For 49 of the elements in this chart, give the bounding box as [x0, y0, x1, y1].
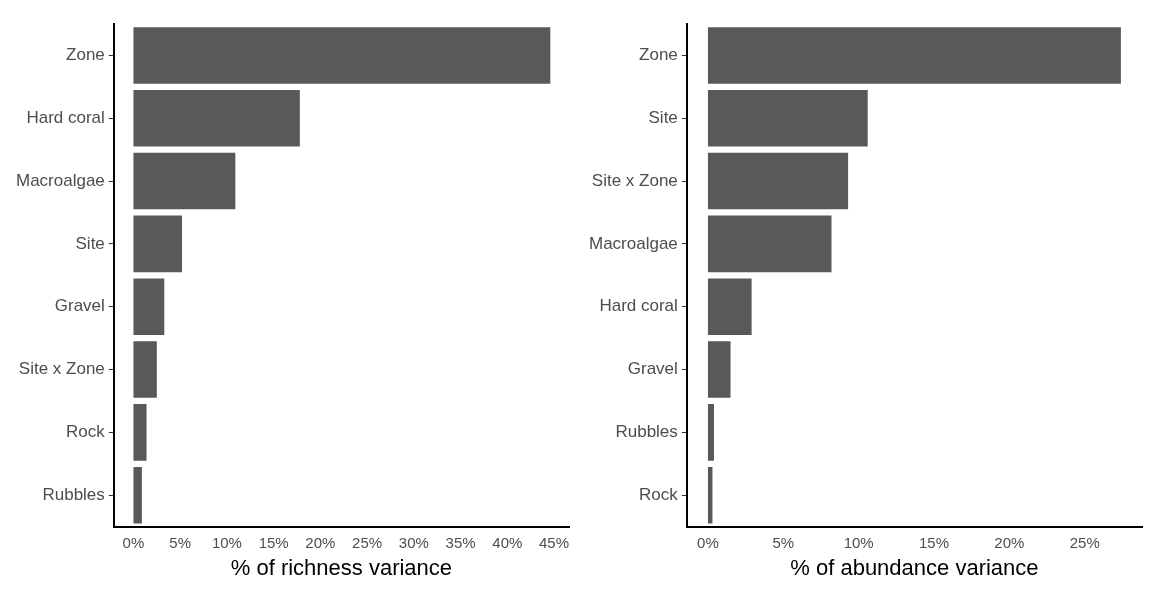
- bar: [707, 27, 1121, 84]
- y-tick-label: Hard coral: [599, 296, 678, 316]
- bar: [707, 278, 752, 335]
- bar: [707, 152, 849, 210]
- bar: [133, 466, 142, 524]
- x-tick-label: 20%: [305, 533, 336, 551]
- bar: [133, 89, 300, 147]
- bar: [133, 215, 183, 273]
- x-axis-title: % of abundance variance: [790, 554, 1039, 580]
- x-tick-label: 0%: [122, 533, 145, 551]
- x-axis-title: % of richness variance: [230, 554, 453, 580]
- x-tick-label: 10%: [843, 533, 874, 551]
- y-tick-label: Zone: [66, 45, 105, 65]
- x-tick-label: 5%: [169, 533, 192, 551]
- x-tick-label: 25%: [352, 533, 383, 551]
- y-tick-label: Hard coral: [26, 107, 105, 127]
- y-tick-label: Gravel: [54, 296, 105, 316]
- bar: [707, 404, 714, 461]
- x-tick-label: 15%: [918, 533, 950, 551]
- bar: [707, 215, 832, 273]
- y-tick-label: Site: [75, 233, 105, 253]
- bar: [707, 341, 731, 398]
- x-tick-label: 15%: [258, 533, 289, 551]
- y-tick-label: Rubbles: [42, 484, 105, 504]
- bar: [133, 27, 551, 84]
- y-tick-label: Gravel: [627, 359, 678, 379]
- bar: [707, 89, 868, 147]
- x-tick-label: 0%: [697, 533, 719, 551]
- x-tick-label: 10%: [211, 533, 242, 551]
- y-tick-label: Macroalgae: [16, 170, 105, 190]
- y-tick-label: Rock: [639, 484, 679, 504]
- x-tick-label: 40%: [492, 533, 523, 551]
- y-tick-label: Rubbles: [615, 422, 678, 442]
- x-tick-label: 35%: [445, 533, 476, 551]
- y-tick-label: Zone: [639, 45, 678, 65]
- bar: [133, 278, 165, 335]
- y-tick-label: Rock: [66, 422, 106, 442]
- bar: [133, 341, 157, 398]
- x-tick-label: 30%: [398, 533, 429, 551]
- x-tick-label: 25%: [1069, 533, 1100, 551]
- x-tick-label: 5%: [772, 533, 795, 551]
- x-tick-label: 45%: [539, 533, 570, 551]
- y-tick-label: Site: [648, 107, 678, 127]
- x-tick-label: 20%: [994, 533, 1025, 551]
- y-tick-label: Site x Zone: [18, 359, 105, 379]
- y-tick-label: Macroalgae: [589, 233, 678, 253]
- y-tick-label: Site x Zone: [591, 170, 678, 190]
- bar: [133, 152, 236, 210]
- bar: [133, 404, 147, 461]
